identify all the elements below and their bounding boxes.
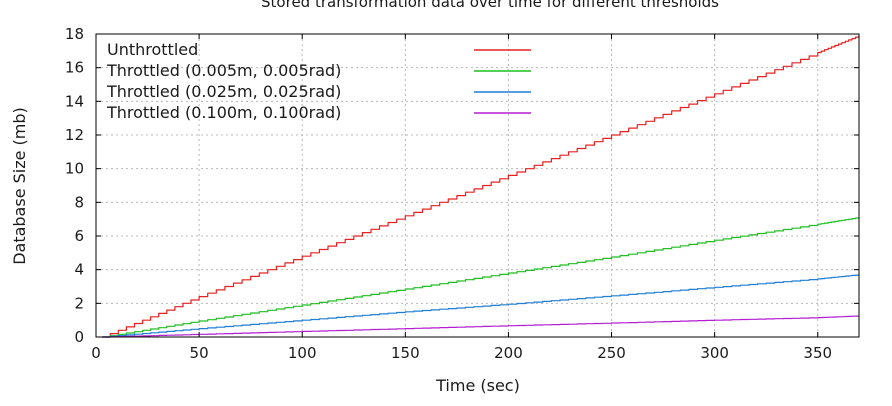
legend: Unthrottled Throttled (0.005m, 0.005rad) T… [106, 40, 531, 122]
x-tick-label: 0 [91, 344, 101, 362]
y-tick-label: 10 [65, 160, 84, 178]
x-tick-label: 300 [700, 344, 729, 362]
y-tick-label: 0 [74, 328, 84, 346]
tick-layer: 0 50 100 150 200 250 300 350 0 2 4 6 8 10 12 14 16 18 [65, 25, 859, 362]
series-layer [102, 35, 860, 338]
x-tick-label: 350 [803, 344, 832, 362]
y-tick-label: 8 [74, 193, 84, 211]
series-line [102, 315, 860, 338]
y-tick-label: 2 [74, 294, 84, 312]
series-line [102, 274, 860, 338]
x-tick-label: 250 [597, 344, 626, 362]
legend-label: Throttled (0.025m, 0.025rad) [106, 82, 341, 101]
x-axis-title: Time (sec) [435, 376, 520, 395]
y-tick-label: 12 [65, 126, 84, 144]
y-tick-label: 4 [74, 261, 84, 279]
y-tick-label: 16 [65, 59, 84, 77]
chart-title: Stored transformation data over time for… [261, 0, 719, 11]
y-tick-label: 14 [65, 92, 84, 110]
y-tick-label: 6 [74, 227, 84, 245]
plot-frame [95, 33, 860, 338]
y-axis-title: Database Size (mb) [10, 107, 29, 265]
legend-label: Throttled (0.100m, 0.100rad) [106, 103, 341, 122]
x-tick-label: 200 [494, 344, 523, 362]
series-line [102, 217, 860, 338]
x-tick-label: 100 [288, 344, 317, 362]
legend-label: Throttled (0.005m, 0.005rad) [106, 61, 341, 80]
x-tick-label: 50 [190, 344, 209, 362]
legend-label: Unthrottled [107, 40, 198, 59]
grid [96, 34, 859, 337]
x-tick-label: 150 [391, 344, 420, 362]
series-line [102, 35, 860, 338]
y-tick-label: 18 [65, 25, 84, 43]
